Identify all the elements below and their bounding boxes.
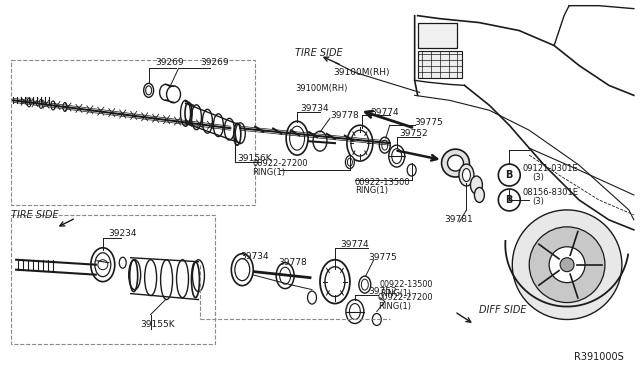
Bar <box>11 215 216 344</box>
Text: 39778: 39778 <box>278 258 307 267</box>
Circle shape <box>442 149 469 177</box>
Ellipse shape <box>146 86 152 95</box>
Bar <box>11 61 255 205</box>
Circle shape <box>447 155 463 171</box>
Ellipse shape <box>91 248 115 282</box>
Text: 39155K: 39155K <box>141 320 175 329</box>
Ellipse shape <box>159 84 172 100</box>
Text: 39775: 39775 <box>368 253 397 262</box>
Ellipse shape <box>392 149 402 164</box>
Ellipse shape <box>349 304 360 320</box>
Ellipse shape <box>290 126 305 150</box>
Ellipse shape <box>51 101 55 110</box>
Text: 39774: 39774 <box>370 108 399 117</box>
Text: 00922-27200: 00922-27200 <box>378 293 433 302</box>
Ellipse shape <box>474 187 484 202</box>
Ellipse shape <box>346 299 364 324</box>
Ellipse shape <box>202 109 212 133</box>
Text: B: B <box>506 170 513 180</box>
Ellipse shape <box>325 267 345 296</box>
Ellipse shape <box>348 158 353 166</box>
Circle shape <box>499 189 520 211</box>
Ellipse shape <box>177 260 189 298</box>
Ellipse shape <box>39 99 43 108</box>
Circle shape <box>549 247 585 283</box>
Text: 39100M(RH): 39100M(RH) <box>295 84 348 93</box>
Ellipse shape <box>286 121 308 155</box>
Ellipse shape <box>193 260 204 292</box>
Ellipse shape <box>388 145 404 167</box>
Ellipse shape <box>470 176 483 194</box>
Text: RING(1): RING(1) <box>355 186 388 195</box>
Text: (3): (3) <box>532 198 544 206</box>
Circle shape <box>499 164 520 186</box>
Text: RING(1): RING(1) <box>378 302 411 311</box>
Ellipse shape <box>63 103 67 112</box>
Ellipse shape <box>276 263 294 289</box>
Ellipse shape <box>166 86 180 103</box>
Circle shape <box>98 260 108 270</box>
Text: 39774: 39774 <box>340 240 369 249</box>
Text: 39752: 39752 <box>368 287 396 296</box>
Ellipse shape <box>347 125 373 161</box>
Text: B: B <box>506 195 513 205</box>
Text: 00922-13500: 00922-13500 <box>380 280 433 289</box>
Circle shape <box>512 210 622 320</box>
Ellipse shape <box>280 267 291 284</box>
Ellipse shape <box>459 164 474 186</box>
Circle shape <box>560 258 574 272</box>
Text: RING(1): RING(1) <box>380 289 411 298</box>
Text: 00922-27200: 00922-27200 <box>252 158 308 167</box>
Ellipse shape <box>143 83 154 97</box>
Ellipse shape <box>213 114 223 137</box>
Ellipse shape <box>180 100 191 126</box>
Circle shape <box>529 227 605 302</box>
Text: 39234: 39234 <box>108 229 136 238</box>
Ellipse shape <box>129 260 141 290</box>
Ellipse shape <box>351 130 369 156</box>
Text: 39778: 39778 <box>330 111 358 120</box>
Ellipse shape <box>346 155 355 169</box>
Ellipse shape <box>119 257 126 268</box>
Ellipse shape <box>372 314 381 326</box>
Text: 00922-13500: 00922-13500 <box>355 177 410 186</box>
Ellipse shape <box>145 260 157 296</box>
Bar <box>418 51 463 78</box>
Ellipse shape <box>231 254 253 286</box>
Text: 39734: 39734 <box>240 252 269 261</box>
Ellipse shape <box>236 123 245 144</box>
Ellipse shape <box>313 131 327 151</box>
Text: 39775: 39775 <box>415 118 444 127</box>
Ellipse shape <box>95 253 111 277</box>
Ellipse shape <box>191 105 202 130</box>
Ellipse shape <box>320 260 350 304</box>
Text: TIRE SIDE: TIRE SIDE <box>11 210 59 220</box>
Ellipse shape <box>362 279 368 290</box>
Ellipse shape <box>308 291 317 304</box>
Ellipse shape <box>407 164 416 176</box>
Text: 39752: 39752 <box>400 129 428 138</box>
Ellipse shape <box>235 259 250 280</box>
Text: R391000S: R391000S <box>574 352 624 362</box>
Ellipse shape <box>27 98 31 107</box>
Text: (3): (3) <box>532 173 544 182</box>
Text: RING(1): RING(1) <box>252 167 285 177</box>
Ellipse shape <box>359 276 371 293</box>
Text: 39156K: 39156K <box>237 154 272 163</box>
Text: DIFF SIDE: DIFF SIDE <box>479 305 527 315</box>
Text: 39734: 39734 <box>300 104 329 113</box>
Text: TIRE SIDE: TIRE SIDE <box>295 48 342 58</box>
Text: 39781: 39781 <box>445 215 474 224</box>
Text: 09121-0301E: 09121-0301E <box>522 164 578 173</box>
Ellipse shape <box>225 118 234 140</box>
Ellipse shape <box>382 140 388 150</box>
Ellipse shape <box>380 137 390 153</box>
Text: 39269: 39269 <box>156 58 184 67</box>
Text: 39269: 39269 <box>200 58 229 67</box>
Text: 39100M(RH): 39100M(RH) <box>333 68 390 77</box>
Text: 08156-8301E: 08156-8301E <box>522 189 579 198</box>
Ellipse shape <box>161 260 173 299</box>
Ellipse shape <box>463 169 470 182</box>
Bar <box>418 23 458 48</box>
